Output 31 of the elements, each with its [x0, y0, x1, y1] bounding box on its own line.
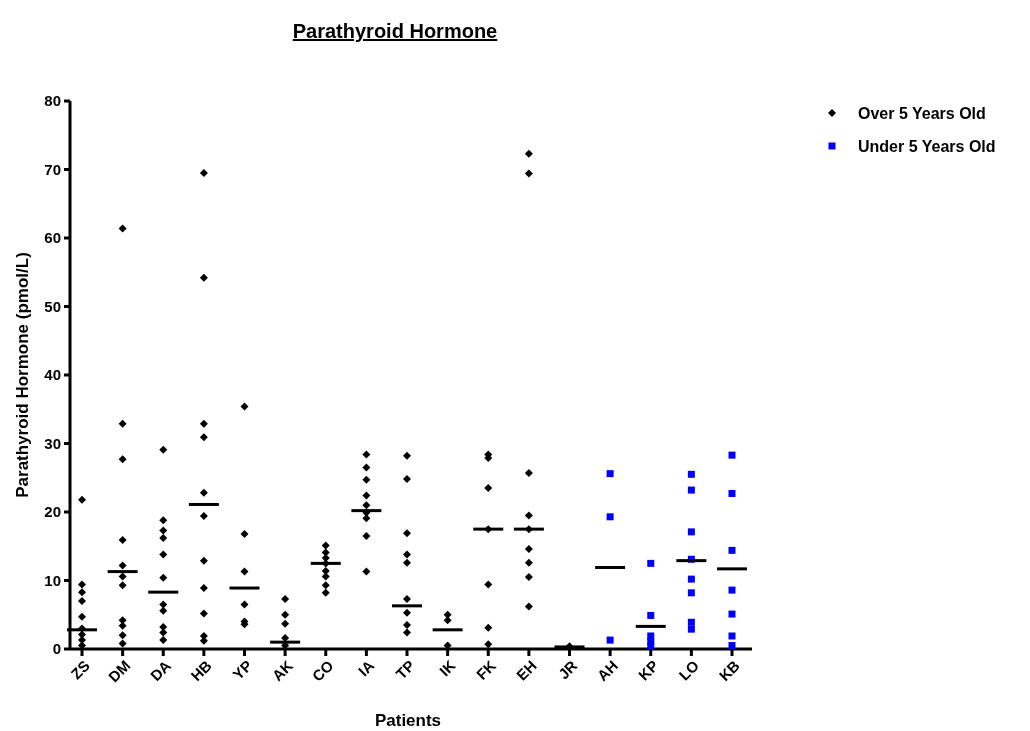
- y-tick-label: 30: [44, 434, 61, 452]
- y-tick-label: 50: [44, 297, 61, 315]
- x-tick-label: ZS: [67, 656, 93, 683]
- y-tick-label: 0: [52, 640, 61, 658]
- x-tick-label: JR: [554, 656, 581, 683]
- y-tick-label: 80: [44, 92, 61, 110]
- y-axis-title: Parathyroid Hormone (pmol/L): [13, 252, 32, 498]
- x-tick-label: DA: [146, 656, 175, 685]
- x-tick-label: IK: [435, 656, 459, 680]
- y-tick-label: 10: [44, 571, 61, 589]
- x-tick-label: HB: [187, 656, 215, 685]
- x-tick-label: KB: [715, 656, 743, 685]
- x-tick-label: DM: [104, 656, 134, 686]
- x-tick-label: LO: [675, 656, 703, 684]
- legend-label: Over 5 Years Old: [858, 104, 986, 122]
- x-tick-label: IA: [354, 656, 378, 680]
- y-tick-label: 70: [44, 160, 61, 178]
- x-tick-label: YP: [229, 656, 256, 683]
- y-tick-label: 40: [44, 366, 61, 384]
- x-tick-label: AH: [593, 656, 621, 685]
- legend-label: Under 5 Years Old: [858, 137, 996, 155]
- x-tick-label: FK: [472, 656, 500, 683]
- x-tick-label: EH: [512, 656, 540, 684]
- x-tick-label: KP: [634, 656, 662, 684]
- y-tick-label: 60: [44, 229, 61, 247]
- x-tick-label: CO: [308, 656, 337, 685]
- x-tick-label: TP: [392, 656, 418, 683]
- x-tick-label: AK: [268, 656, 297, 685]
- x-axis-title: Patients: [374, 711, 442, 730]
- y-tick-label: 20: [44, 503, 61, 521]
- chart-title: Parathyroid Hormone: [292, 20, 498, 42]
